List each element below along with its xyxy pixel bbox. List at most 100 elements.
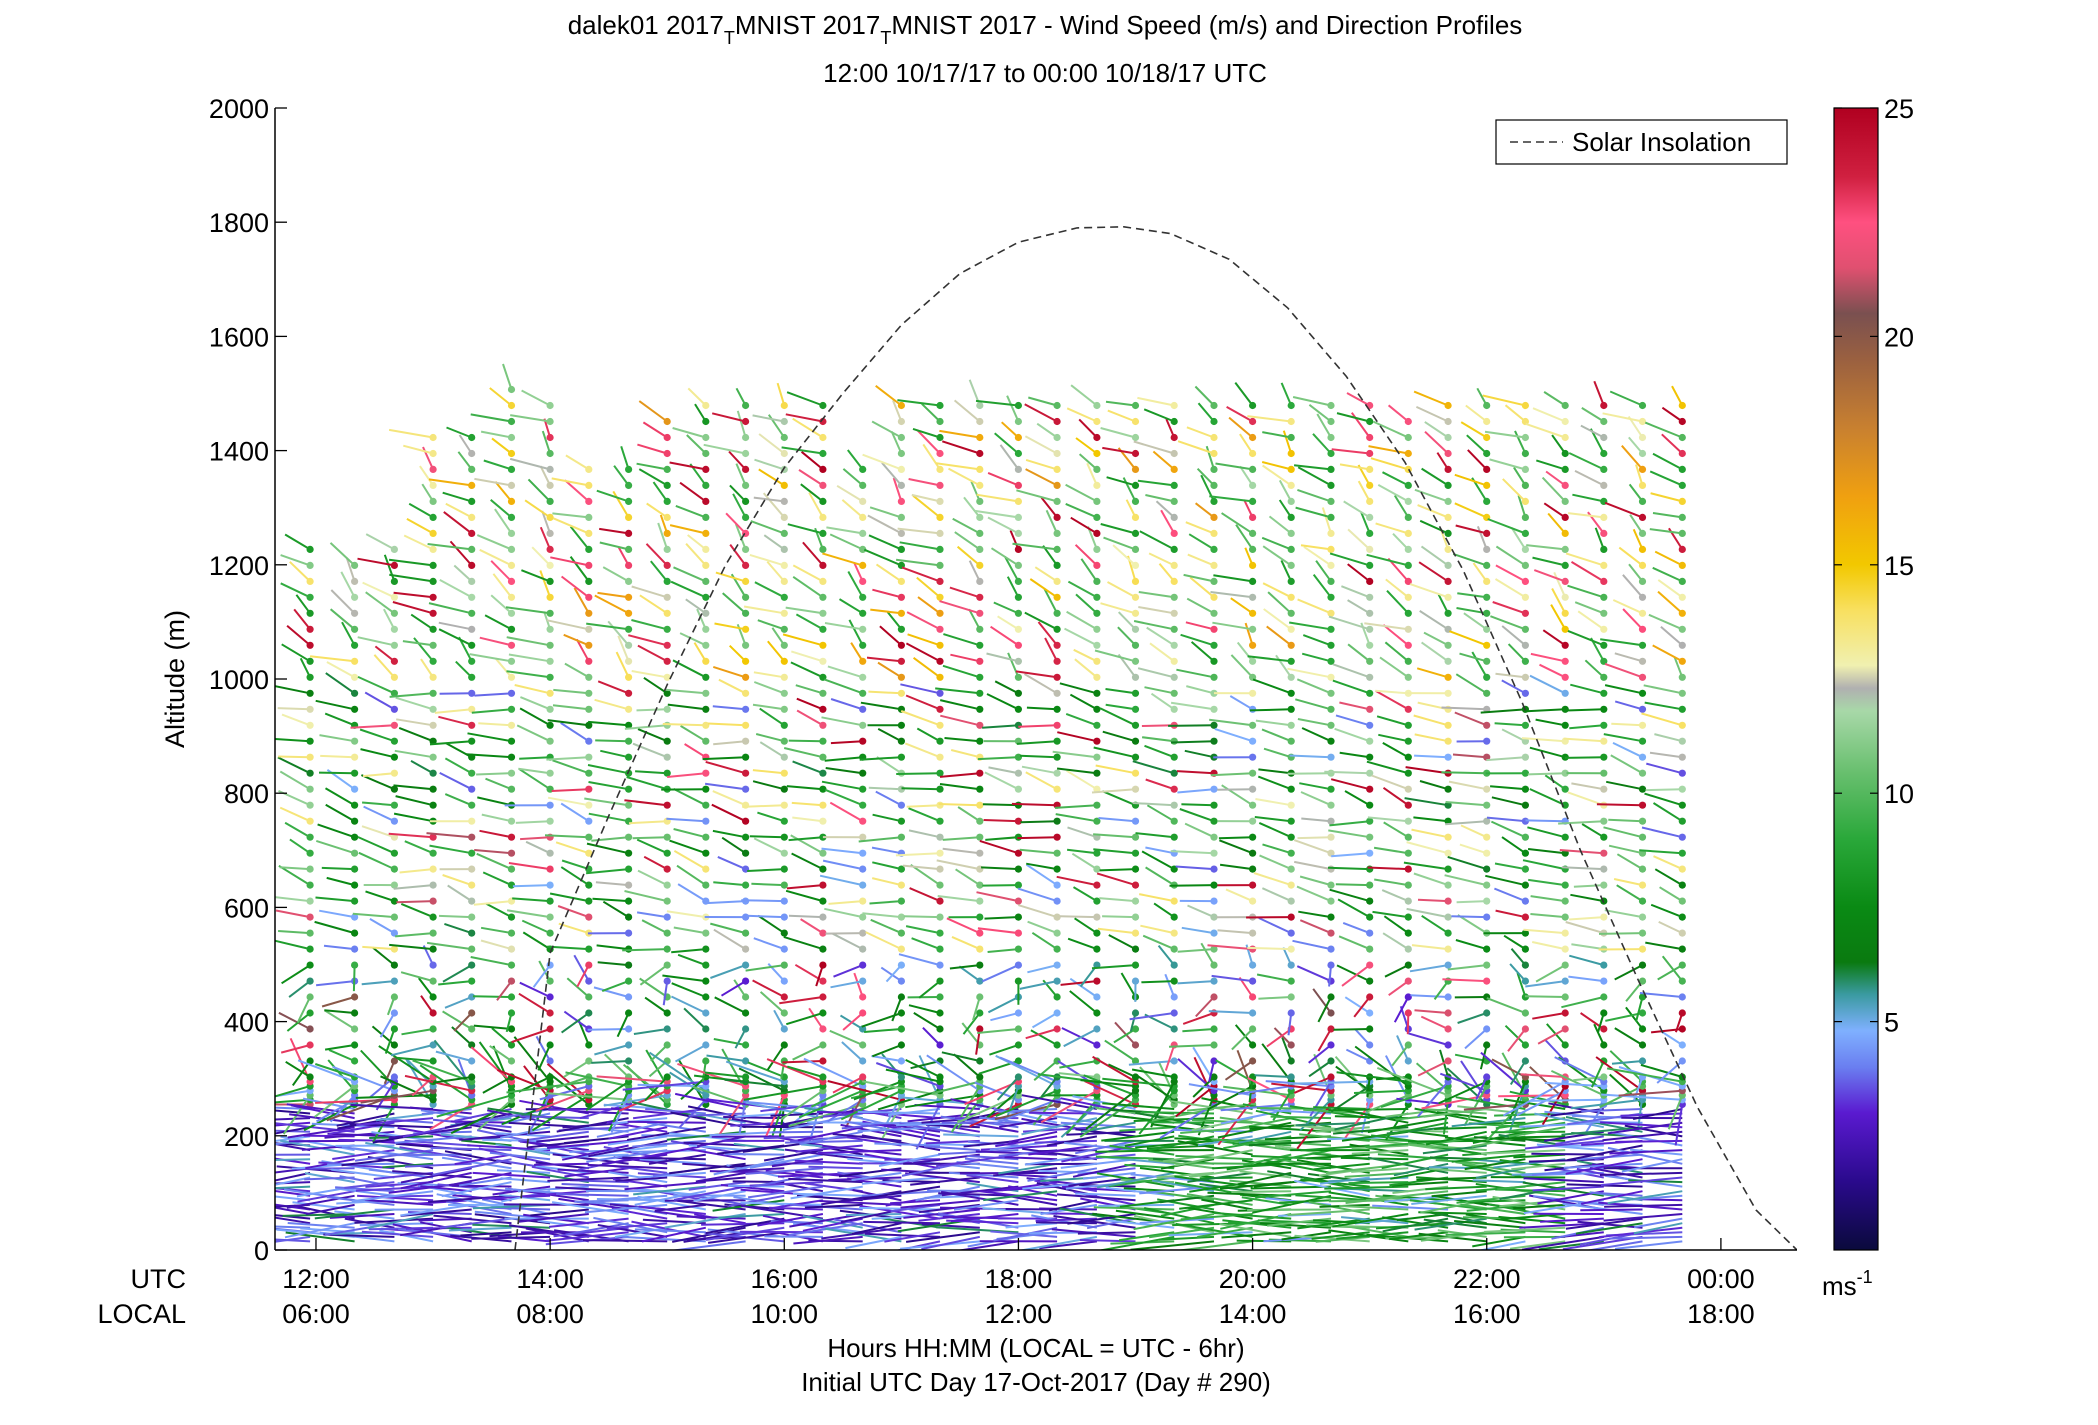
wind-barb xyxy=(1601,1093,1683,1101)
wind-barb xyxy=(1064,627,1098,647)
wind-barb xyxy=(1040,1089,1098,1124)
wind-barb-dot xyxy=(859,657,867,665)
wind-barb xyxy=(1347,643,1371,663)
wind-barb xyxy=(1590,1191,1643,1197)
wind-barb-dot xyxy=(897,721,906,729)
wind-barb-dot xyxy=(976,577,984,586)
wind-barb-dot xyxy=(780,817,788,825)
wind-barb-dot xyxy=(1053,401,1061,410)
wind-barb-dot xyxy=(1483,657,1491,665)
wind-barb-dot xyxy=(936,465,944,473)
wind-barb xyxy=(758,433,785,455)
wind-barb-dot xyxy=(1170,513,1178,522)
wind-barb-dot xyxy=(1444,1057,1452,1065)
wind-barb xyxy=(1176,668,1215,679)
wind-barb xyxy=(1516,1089,1566,1117)
wind-barb xyxy=(552,759,590,775)
wind-barb xyxy=(712,1199,785,1212)
wind-barb xyxy=(753,496,785,503)
wind-barb-dot xyxy=(1521,961,1529,969)
wind-barb xyxy=(1332,663,1371,679)
wind-barb-dot xyxy=(780,577,788,586)
wind-barb xyxy=(1145,778,1175,791)
wind-barb xyxy=(1448,780,1487,791)
wind-barb xyxy=(1411,944,1449,951)
wind-barb-dot xyxy=(351,561,359,570)
wind-barb xyxy=(1040,496,1058,519)
wind-barb xyxy=(1495,672,1526,679)
wind-barb xyxy=(547,945,589,951)
wind-barb xyxy=(767,640,786,662)
wind-barb xyxy=(1197,402,1215,423)
wind-barb xyxy=(1023,673,1058,695)
wind-barb-dot xyxy=(1521,513,1529,522)
wind-barb-dot xyxy=(897,625,906,633)
wind-barb xyxy=(527,478,551,503)
wind-barb-dot xyxy=(468,625,476,633)
wind-barb xyxy=(632,742,668,759)
wind-barb xyxy=(763,1149,824,1162)
wind-barb xyxy=(361,1230,434,1238)
wind-barb-dot xyxy=(468,833,476,841)
wind-barb xyxy=(631,585,668,599)
wind-barb-dot xyxy=(1131,913,1140,921)
wind-barb-dot xyxy=(1600,1009,1608,1017)
wind-barb xyxy=(1229,695,1254,711)
wind-barb-dot xyxy=(546,529,554,538)
wind-barb xyxy=(484,614,512,631)
wind-barb-dot xyxy=(1170,993,1178,1001)
wind-barb xyxy=(379,1012,396,1038)
wind-barb xyxy=(913,656,941,679)
wind-barb xyxy=(841,499,864,519)
wind-barb-dot xyxy=(663,689,671,697)
wind-barb xyxy=(1339,463,1370,471)
wind-barb-dot xyxy=(1053,689,1061,697)
wind-barb xyxy=(1107,581,1136,599)
wind-barb xyxy=(1074,917,1098,934)
wind-barb xyxy=(472,1171,551,1179)
wind-barb-dot xyxy=(1093,481,1101,489)
wind-barb-dot xyxy=(1638,497,1647,505)
wind-barb xyxy=(491,1027,513,1046)
wind-barb xyxy=(358,851,395,871)
wind-barb xyxy=(603,1146,668,1161)
wind-barb xyxy=(1061,1027,1098,1046)
wind-barb xyxy=(410,613,434,631)
wind-barb xyxy=(1150,692,1175,711)
wind-barb-dot xyxy=(1678,1041,1686,1049)
wind-barb xyxy=(1411,828,1449,839)
wind-barb-dot xyxy=(1053,961,1061,969)
wind-barb-dot xyxy=(390,1057,398,1065)
wind-barb-dot xyxy=(351,753,359,761)
wind-barb-dot xyxy=(663,481,671,489)
wind-barb xyxy=(707,1231,785,1244)
wind-barb xyxy=(1031,1012,1058,1029)
wind-barb xyxy=(1553,571,1567,598)
wind-barb-dot xyxy=(507,497,516,505)
wind-barb-dot xyxy=(1210,401,1218,410)
wind-barb xyxy=(1565,552,1605,567)
title-subscript-1: T xyxy=(724,28,735,48)
wind-barb-dot xyxy=(859,641,867,649)
wind-barb-dot xyxy=(390,609,398,617)
wind-barb-dot xyxy=(663,449,671,458)
wind-barb xyxy=(1457,914,1488,934)
wind-barb-dot xyxy=(546,769,554,777)
wind-barb xyxy=(1625,1006,1644,1030)
wind-barb-dot xyxy=(819,881,827,889)
wind-barb-dot xyxy=(859,849,867,857)
x-tick-label-utc: 12:00 xyxy=(282,1264,350,1294)
wind-barb-dot xyxy=(1093,705,1101,713)
wind-barb xyxy=(1183,573,1215,583)
wind-barb-dot xyxy=(1210,561,1218,570)
wind-barb-dot xyxy=(936,609,944,617)
wind-barb-dot xyxy=(1366,817,1374,825)
wind-barb xyxy=(1635,996,1644,1022)
wind-barb-dot xyxy=(663,753,671,761)
wind-barb-dot xyxy=(351,913,359,921)
wind-barb-dot xyxy=(819,705,827,713)
wind-barb-dot xyxy=(306,1025,314,1033)
wind-barb xyxy=(1567,512,1604,519)
wind-barb-dot xyxy=(1444,865,1452,873)
wind-barb-dot xyxy=(1093,945,1101,953)
